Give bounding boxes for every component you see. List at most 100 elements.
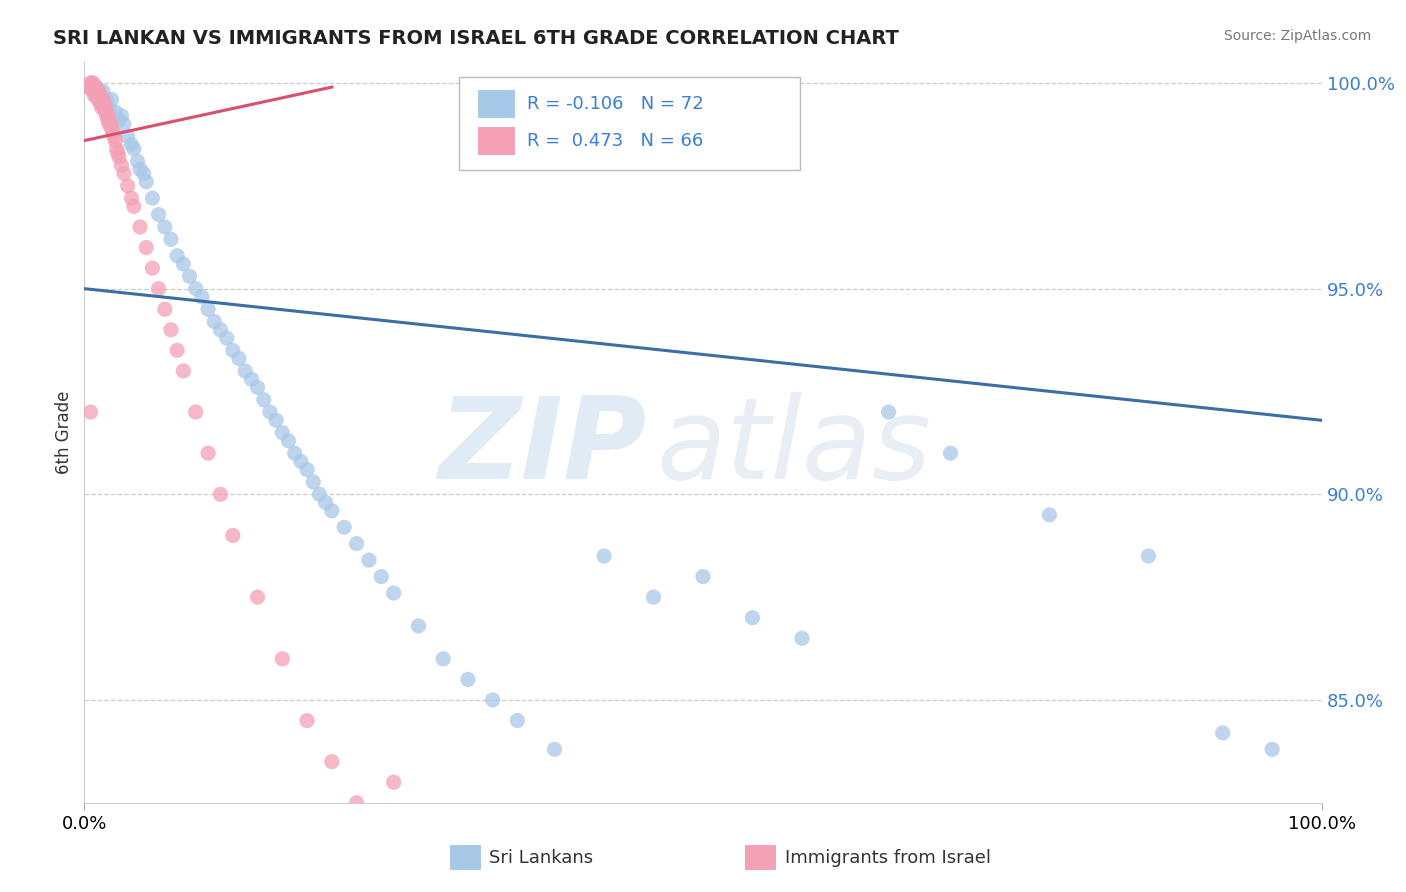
Point: [543, 742, 565, 756]
FancyBboxPatch shape: [478, 127, 515, 155]
Point: [89, 84, 111, 98]
Point: [264, 413, 287, 427]
Point: [382, 775, 405, 789]
Point: [315, 495, 337, 509]
Point: [79, 405, 101, 419]
Point: [141, 261, 163, 276]
Point: [83, 80, 105, 95]
Point: [98, 113, 121, 128]
Point: [246, 380, 269, 394]
Point: [790, 632, 813, 646]
FancyBboxPatch shape: [460, 78, 800, 169]
Point: [93, 96, 115, 111]
Point: [89, 92, 111, 106]
Point: [179, 269, 201, 284]
Point: [107, 145, 129, 160]
Point: [129, 162, 152, 177]
Point: [120, 137, 142, 152]
Point: [215, 331, 238, 345]
Point: [77, 80, 100, 95]
Point: [321, 755, 343, 769]
Point: [96, 104, 118, 119]
Point: [432, 652, 454, 666]
Point: [172, 257, 194, 271]
Point: [135, 241, 157, 255]
Point: [129, 219, 152, 234]
Point: [80, 76, 103, 90]
Point: [132, 167, 155, 181]
Point: [120, 191, 142, 205]
Point: [197, 446, 219, 460]
Point: [153, 302, 176, 317]
Point: [1038, 508, 1060, 522]
Point: [79, 80, 101, 95]
Text: atlas: atlas: [657, 392, 931, 503]
Point: [877, 405, 900, 419]
Point: [209, 487, 232, 501]
Point: [82, 76, 104, 90]
Point: [346, 536, 368, 550]
Point: [209, 323, 232, 337]
Text: Source: ZipAtlas.com: Source: ZipAtlas.com: [1223, 29, 1371, 43]
Point: [141, 191, 163, 205]
Point: [110, 109, 132, 123]
Point: [246, 590, 269, 604]
Point: [91, 84, 114, 98]
Point: [98, 117, 121, 131]
Point: [290, 454, 312, 468]
Text: SRI LANKAN VS IMMIGRANTS FROM ISRAEL 6TH GRADE CORRELATION CHART: SRI LANKAN VS IMMIGRANTS FROM ISRAEL 6TH…: [53, 29, 900, 47]
Point: [233, 364, 256, 378]
FancyBboxPatch shape: [478, 90, 515, 118]
Text: R =  0.473   N = 66: R = 0.473 N = 66: [527, 132, 703, 150]
Point: [222, 528, 245, 542]
Point: [89, 88, 111, 103]
Point: [457, 673, 479, 687]
Point: [197, 302, 219, 317]
Text: Immigrants from Israel: Immigrants from Israel: [785, 849, 991, 867]
Point: [321, 504, 343, 518]
Point: [302, 475, 325, 489]
Point: [148, 208, 170, 222]
Text: Sri Lankans: Sri Lankans: [489, 849, 593, 867]
Point: [148, 282, 170, 296]
Point: [277, 434, 299, 448]
Point: [100, 121, 122, 136]
Point: [184, 405, 207, 419]
Point: [357, 553, 380, 567]
Point: [94, 101, 117, 115]
Point: [97, 113, 120, 128]
Point: [284, 446, 307, 460]
Point: [79, 76, 101, 90]
Point: [271, 652, 294, 666]
Point: [108, 150, 131, 164]
Text: R = -0.106   N = 72: R = -0.106 N = 72: [527, 95, 704, 113]
Point: [87, 92, 110, 106]
Point: [1261, 742, 1284, 756]
Point: [295, 714, 318, 728]
Point: [90, 92, 112, 106]
Point: [91, 96, 114, 111]
Point: [91, 92, 114, 106]
Point: [271, 425, 294, 440]
Point: [259, 405, 281, 419]
Point: [112, 167, 135, 181]
Point: [98, 117, 121, 131]
Point: [96, 92, 118, 106]
Point: [112, 117, 135, 131]
Point: [1212, 726, 1234, 740]
Point: [104, 104, 127, 119]
Point: [593, 549, 616, 563]
Point: [117, 178, 139, 193]
Point: [370, 569, 392, 583]
Point: [184, 282, 207, 296]
Point: [86, 88, 108, 103]
Point: [94, 104, 117, 119]
Point: [98, 101, 121, 115]
Point: [103, 129, 125, 144]
Point: [101, 125, 124, 139]
Point: [86, 80, 108, 95]
Point: [89, 96, 111, 111]
Point: [97, 109, 120, 123]
Point: [506, 714, 529, 728]
Point: [481, 693, 503, 707]
